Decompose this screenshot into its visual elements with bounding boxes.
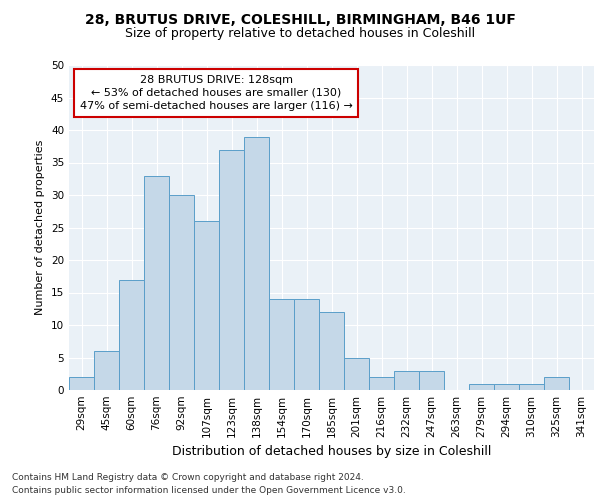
Bar bbox=[69, 377, 94, 390]
Bar bbox=[544, 377, 569, 390]
Text: 28, BRUTUS DRIVE, COLESHILL, BIRMINGHAM, B46 1UF: 28, BRUTUS DRIVE, COLESHILL, BIRMINGHAM,… bbox=[85, 12, 515, 26]
Bar bbox=[419, 370, 444, 390]
Bar bbox=[469, 384, 494, 390]
Bar bbox=[119, 280, 144, 390]
Text: Contains public sector information licensed under the Open Government Licence v3: Contains public sector information licen… bbox=[12, 486, 406, 495]
Bar bbox=[394, 370, 419, 390]
Bar bbox=[244, 136, 269, 390]
Bar bbox=[294, 299, 319, 390]
Y-axis label: Number of detached properties: Number of detached properties bbox=[35, 140, 46, 315]
Bar bbox=[319, 312, 344, 390]
Text: Contains HM Land Registry data © Crown copyright and database right 2024.: Contains HM Land Registry data © Crown c… bbox=[12, 472, 364, 482]
Text: 28 BRUTUS DRIVE: 128sqm
← 53% of detached houses are smaller (130)
47% of semi-d: 28 BRUTUS DRIVE: 128sqm ← 53% of detache… bbox=[80, 74, 352, 111]
Bar bbox=[494, 384, 519, 390]
Bar bbox=[169, 195, 194, 390]
Bar bbox=[269, 299, 294, 390]
Bar bbox=[219, 150, 244, 390]
Text: Size of property relative to detached houses in Coleshill: Size of property relative to detached ho… bbox=[125, 28, 475, 40]
Bar bbox=[519, 384, 544, 390]
Bar bbox=[369, 377, 394, 390]
Bar bbox=[144, 176, 169, 390]
X-axis label: Distribution of detached houses by size in Coleshill: Distribution of detached houses by size … bbox=[172, 446, 491, 458]
Bar bbox=[344, 358, 369, 390]
Bar bbox=[194, 221, 219, 390]
Bar bbox=[94, 351, 119, 390]
